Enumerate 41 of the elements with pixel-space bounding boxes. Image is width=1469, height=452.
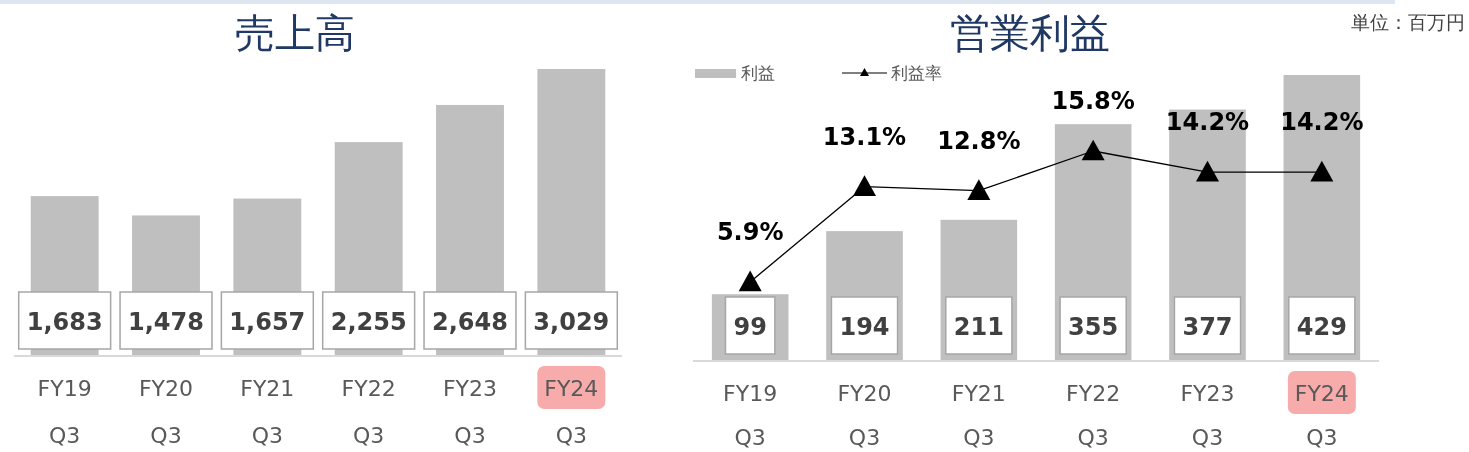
- point: [738, 270, 762, 292]
- data-label: 15.8%: [1051, 87, 1135, 115]
- legend-label: 利益: [741, 63, 775, 83]
- point: [1310, 160, 1334, 182]
- data-label: 2,255: [330, 307, 407, 336]
- data-label: 355: [1068, 312, 1119, 341]
- data-label: 13.1%: [822, 122, 907, 151]
- x-tick-label: FY21 Q3: [240, 375, 295, 448]
- data-label: 211: [953, 312, 1004, 341]
- data-label: 14.2%: [1280, 108, 1364, 137]
- x-tick-label: FY23 Q3: [442, 375, 498, 448]
- data-label: 3,029: [533, 307, 610, 336]
- x-tick-label: FY21 Q3: [951, 380, 1006, 450]
- legend-label: 利益率: [891, 63, 942, 83]
- data-label: 429: [1296, 312, 1347, 341]
- point: [967, 179, 991, 201]
- data-label: 1,478: [128, 307, 204, 336]
- data-label: 2,648: [432, 307, 508, 336]
- point: [1081, 139, 1105, 161]
- data-label: 377: [1182, 312, 1233, 341]
- data-label: 12.8%: [937, 126, 1021, 155]
- x-tick-label: FY22 Q3: [341, 375, 396, 448]
- data-label: 14.2%: [1165, 108, 1250, 137]
- data-label: 1,657: [229, 307, 306, 336]
- data-label: 99: [733, 312, 767, 341]
- point: [853, 175, 876, 197]
- data-label: 5.9%: [716, 217, 784, 246]
- data-label: 1,683: [26, 307, 103, 336]
- x-tick-label: FY19 Q3: [37, 375, 92, 448]
- chart-title: 売上高: [235, 10, 355, 56]
- point: [1196, 160, 1219, 182]
- x-tick-label: FY20 Q3: [837, 380, 892, 450]
- x-tick-label: FY20 Q3: [138, 375, 194, 448]
- x-tick-label: FY19 Q3: [723, 380, 778, 450]
- chart-title: 営業利益: [950, 10, 1110, 56]
- x-tick-label: FY22 Q3: [1066, 380, 1121, 450]
- text: 単位：百万円: [1351, 11, 1465, 33]
- x-tick-label: FY24 Q3: [1294, 380, 1349, 450]
- x-tick-label: FY24 Q3: [544, 375, 599, 448]
- data-label: 194: [839, 312, 890, 341]
- x-tick-label: FY23 Q3: [1180, 380, 1235, 450]
